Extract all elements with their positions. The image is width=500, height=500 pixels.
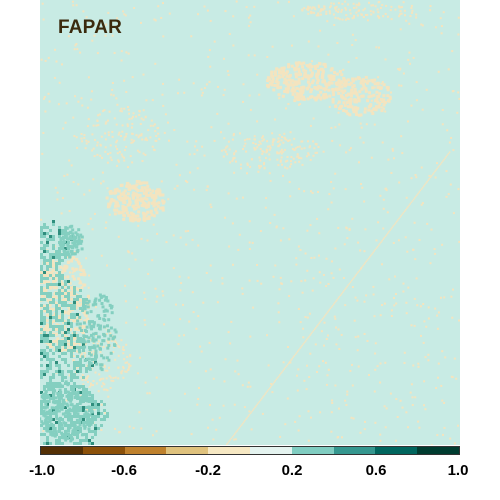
colorbar-tick-label: 0.6 xyxy=(365,462,387,479)
colorbar-tick-labels: -1.0 -0.6 -0.2 0.2 0.6 1.0 xyxy=(0,462,500,486)
colorbar-segment xyxy=(249,447,292,454)
colorbar-segment xyxy=(291,447,334,454)
colorbar-tick-label: 1.0 xyxy=(447,462,469,479)
colorbar-tick-label: -0.6 xyxy=(111,462,137,479)
colorbar-tick-label: 0.2 xyxy=(281,462,303,479)
colorbar-tick-label: -1.0 xyxy=(29,462,55,479)
colorbar-segment xyxy=(417,447,459,454)
map-panel xyxy=(40,0,460,445)
colorbar xyxy=(40,446,460,455)
colorbar-segment xyxy=(82,447,125,454)
map-title: FAPAR xyxy=(58,17,122,38)
colorbar-segment xyxy=(41,447,83,454)
colorbar-segment xyxy=(208,447,250,454)
colorbar-segment xyxy=(124,447,167,454)
colorbar-segment xyxy=(375,447,418,454)
fapar-raster xyxy=(40,0,460,445)
colorbar-segment xyxy=(333,447,376,454)
colorbar-segment xyxy=(166,447,209,454)
colorbar-tick-label: -0.2 xyxy=(195,462,221,479)
